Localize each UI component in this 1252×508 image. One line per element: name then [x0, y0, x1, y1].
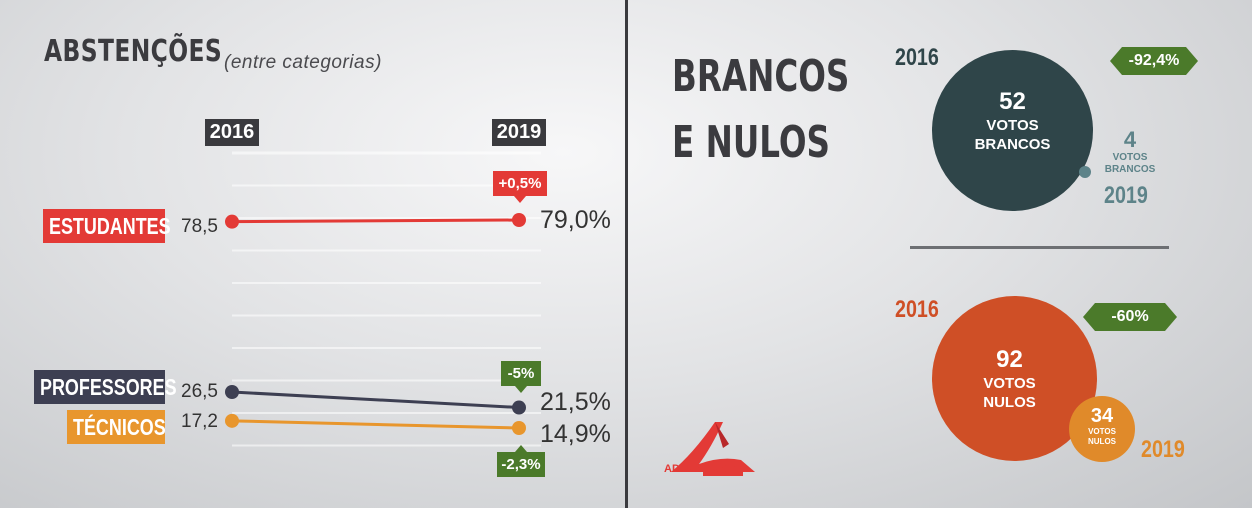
- chart-series: [225, 213, 526, 435]
- nulos-year-2016: 2016: [895, 296, 939, 323]
- brancos-2019-label-line1: VOTOS: [1112, 152, 1148, 163]
- end-value-tecnicos: 14,9%: [540, 420, 611, 448]
- adufsj-logo-icon: [671, 422, 755, 476]
- brancos-2016-label-line1: VOTOS: [986, 117, 1039, 134]
- start-value-tecnicos: 17,2: [181, 411, 218, 432]
- brancos-year-2016: 2016: [895, 44, 939, 71]
- brancos-year-2019: 2019: [1104, 182, 1148, 209]
- series-line-estudantes: [231, 218, 520, 224]
- section-separator: [910, 246, 1169, 249]
- end-value-estudantes: 79,0%: [540, 206, 611, 234]
- year-label-2016: 2016: [205, 119, 259, 146]
- category-label-professores: PROFESSORES: [34, 370, 177, 404]
- nulos-2019-label-line2: NULOS: [1088, 437, 1116, 446]
- change-badge-estudantes: +0,5%: [493, 171, 547, 203]
- logo-text: ADUFSJ-SSind: [664, 463, 743, 475]
- point-professores-2019: [512, 400, 526, 415]
- abstencoes-title: ABSTENÇÕES: [44, 34, 223, 69]
- nulos-year-2019: 2019: [1141, 436, 1185, 463]
- point-estudantes-2016: [225, 214, 239, 229]
- nulos-2016-label-line2: NULOS: [983, 394, 1036, 411]
- category-label-tecnicos: TÉCNICOS: [67, 410, 166, 444]
- change-badge-tecnicos: -2,3%: [497, 445, 545, 477]
- point-tecnicos-2019: [512, 421, 526, 435]
- nulos-2019-value: 34: [1090, 405, 1114, 427]
- brancos-2016-value: 52: [999, 88, 1026, 115]
- series-line-tecnicos: [231, 419, 520, 430]
- start-value-estudantes: 78,5: [181, 216, 218, 237]
- point-tecnicos-2016: [225, 413, 239, 428]
- abstencoes-subtitle: (entre categorias): [224, 52, 382, 73]
- end-value-professores: 21,5%: [540, 388, 611, 416]
- brancos-2016-label-line2: BRANCOS: [974, 136, 1051, 153]
- point-professores-2016: [225, 385, 239, 399]
- nulos-2016-value: 92: [996, 346, 1023, 373]
- change-badge-professores: -5%: [501, 361, 541, 393]
- series-line-professores: [231, 390, 520, 410]
- start-value-professores: 26,5: [181, 381, 218, 402]
- brancos-2019-group: 4 VOTOS BRANCOS: [1100, 128, 1160, 176]
- chart-grid: [232, 151, 541, 447]
- nulos-2019-label-line1: VOTOS: [1088, 427, 1116, 436]
- brancos-2016-circle: 52 VOTOS BRANCOS: [932, 50, 1093, 211]
- nulos-2016-label-line1: VOTOS: [983, 375, 1036, 392]
- brancos-change-tag: -92,4%: [1110, 47, 1198, 75]
- brancos-2019-value: 4: [1123, 127, 1137, 152]
- brancos-2019-label-line2: BRANCOS: [1104, 164, 1156, 175]
- nulos-change-tag: -60%: [1083, 303, 1177, 331]
- year-label-2019: 2019: [492, 119, 546, 146]
- point-estudantes-2019: [512, 213, 526, 227]
- category-label-estudantes: ESTUDANTES: [43, 209, 171, 243]
- brancos-2019-circle: [1079, 166, 1091, 178]
- abstencoes-chart: [225, 151, 541, 447]
- nulos-2019-circle: 34 VOTOS NULOS: [1069, 396, 1135, 462]
- brancos-nulos-title: BRANCOS E NULOS: [672, 51, 850, 168]
- panel-divider: [625, 0, 628, 508]
